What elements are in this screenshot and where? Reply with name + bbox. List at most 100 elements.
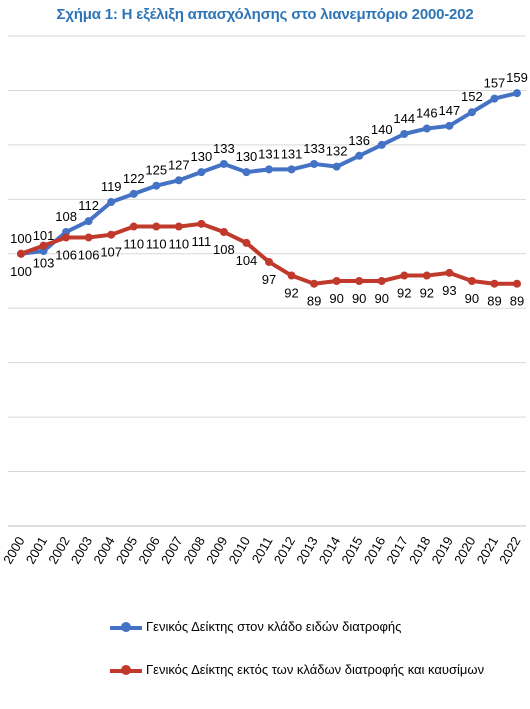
data-point <box>467 277 476 285</box>
data-point <box>62 233 71 242</box>
data-label: 90 <box>374 291 388 306</box>
legend-marker-nonfood <box>121 664 131 675</box>
data-label: 111 <box>191 234 211 249</box>
data-label: 92 <box>397 286 411 301</box>
data-point <box>174 222 183 231</box>
data-point <box>152 222 161 231</box>
data-point <box>107 198 116 207</box>
data-label: 112 <box>78 198 99 213</box>
data-point <box>513 89 521 98</box>
data-point <box>129 222 138 231</box>
data-label: 131 <box>281 146 303 161</box>
data-label: 103 <box>33 256 55 271</box>
data-point <box>152 181 161 190</box>
x-tick-label: 2013 <box>293 534 320 567</box>
data-label: 97 <box>262 272 276 287</box>
data-point <box>355 151 364 160</box>
data-label: 110 <box>168 237 189 252</box>
data-point <box>242 238 251 247</box>
data-point <box>17 249 25 258</box>
x-tick-label: 2006 <box>135 534 162 567</box>
data-label: 104 <box>236 253 258 268</box>
data-point <box>355 277 364 285</box>
legend-marker-food <box>121 621 131 632</box>
data-label: 89 <box>510 294 524 309</box>
data-point <box>400 271 409 280</box>
gridlines <box>8 35 526 527</box>
x-tick-label: 2012 <box>271 534 298 567</box>
x-tick-label: 2005 <box>113 534 140 567</box>
x-tick-label: 2020 <box>451 534 478 567</box>
x-tick-label: 2011 <box>249 534 276 566</box>
x-tick-label: 2019 <box>429 534 456 567</box>
data-point <box>107 230 116 239</box>
data-label: 146 <box>416 106 438 121</box>
data-label: 90 <box>465 291 479 306</box>
data-point <box>197 219 206 228</box>
data-point <box>39 241 48 250</box>
data-label: 89 <box>307 294 321 309</box>
x-tick-label: 2014 <box>316 534 343 567</box>
x-tick-label: 2007 <box>158 534 185 567</box>
data-label: 90 <box>352 291 366 306</box>
data-label: 136 <box>348 133 370 148</box>
data-label: 159 <box>506 70 528 85</box>
data-point <box>197 168 206 177</box>
data-label: 89 <box>487 294 501 309</box>
x-tick-label: 2022 <box>496 534 523 567</box>
data-label: 132 <box>326 144 348 159</box>
x-tick-label: 2015 <box>338 534 365 567</box>
data-label: 157 <box>484 76 506 91</box>
x-tick-label: 2001 <box>23 534 50 567</box>
x-tick-label: 2004 <box>90 534 117 567</box>
x-tick-label: 2000 <box>0 534 27 567</box>
data-point <box>332 277 341 285</box>
data-label: 125 <box>145 163 167 178</box>
data-label: 90 <box>329 291 343 306</box>
data-label: 92 <box>420 286 434 301</box>
data-point <box>174 176 183 185</box>
legend-swatch-food <box>110 621 142 633</box>
data-point <box>377 140 386 149</box>
legend-entry-nonfood: Γενικός Δείκτης εκτός των κλάδων διατροφ… <box>110 662 484 677</box>
data-point <box>310 159 319 168</box>
x-tick-label: 2016 <box>361 534 388 567</box>
chart-title: Σχήμα 1: Η εξέλιξη απασχόλησης στο λιανε… <box>56 6 474 23</box>
data-label: 110 <box>146 237 167 252</box>
data-label: 100 <box>10 264 32 279</box>
data-point <box>287 165 296 174</box>
data-label: 119 <box>101 179 122 194</box>
legend-entry-food: Γενικός Δείκτης στον κλάδο ειδών διατροφ… <box>110 619 401 634</box>
data-label: 140 <box>371 122 393 137</box>
data-label: 130 <box>236 149 258 164</box>
data-point <box>490 279 499 288</box>
data-label: 133 <box>303 141 325 156</box>
data-point <box>265 257 273 266</box>
data-label: 147 <box>439 103 461 118</box>
data-label: 92 <box>284 286 298 301</box>
data-point <box>513 279 521 288</box>
data-point <box>219 159 228 168</box>
data-label: 131 <box>258 146 280 161</box>
data-label: 106 <box>55 247 77 262</box>
data-label: 93 <box>442 283 456 298</box>
x-tick-label: 2008 <box>181 534 208 567</box>
data-point <box>129 189 138 198</box>
data-label: 101 <box>33 228 55 243</box>
data-label: 127 <box>168 157 190 172</box>
x-tick-label: 2002 <box>45 534 72 567</box>
series-lines <box>17 89 521 288</box>
data-label: 133 <box>213 141 235 156</box>
data-point <box>242 168 251 177</box>
data-label: 144 <box>393 111 415 126</box>
data-label: 130 <box>191 149 213 164</box>
x-tick-label: 2003 <box>68 534 95 567</box>
data-label: 106 <box>78 247 100 262</box>
data-point <box>84 233 93 242</box>
data-point <box>445 121 454 130</box>
legend-swatch-nonfood <box>110 664 142 676</box>
data-label: 108 <box>55 209 77 224</box>
